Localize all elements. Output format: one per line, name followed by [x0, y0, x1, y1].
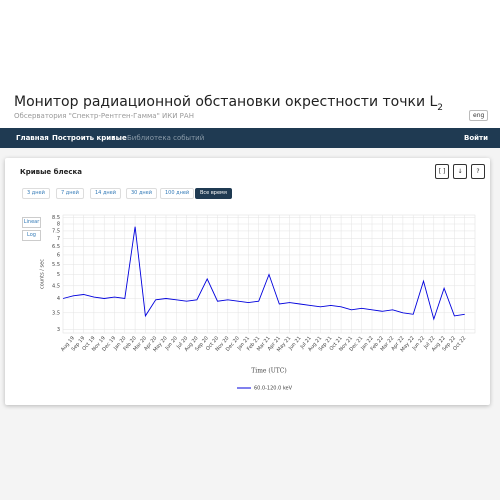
range-button[interactable]: 100 дней	[160, 188, 195, 199]
y-tick-label: 5	[57, 272, 60, 278]
download-button[interactable]: ↓	[453, 164, 467, 179]
nav-home[interactable]: Главная	[16, 134, 49, 142]
subtitle: Обсерватория "Спектр-Рентген-Гамма" ИКИ …	[14, 112, 194, 120]
y-tick-label: 4	[57, 296, 60, 302]
fullscreen-button[interactable]: [ ]	[435, 164, 449, 179]
title-subscript: 2	[437, 102, 444, 113]
y-tick-label: 4.5	[52, 283, 60, 289]
range-button[interactable]: 7 дней	[56, 188, 84, 199]
language-button[interactable]: eng	[469, 110, 489, 121]
nav-library[interactable]: Библиотека событий	[127, 134, 205, 142]
y-tick-label: 8.5	[52, 215, 60, 221]
page-title: Монитор радиационной обстановки окрестно…	[14, 94, 443, 113]
help-button[interactable]: ?	[471, 164, 485, 179]
legend-label: 60.0-120.0 keV	[254, 386, 293, 392]
y-tick-label: 6.5	[52, 244, 60, 250]
dropdown-caret: ▾	[112, 134, 116, 141]
y-tick-label: 8	[57, 222, 60, 228]
title-text: Монитор радиационной обстановки окрестно…	[14, 94, 438, 110]
y-tick-label: 3	[57, 327, 60, 333]
y-tick-label: 7.5	[52, 228, 60, 234]
nav-login[interactable]: Войти	[464, 134, 489, 142]
y-tick-label: 6	[57, 252, 60, 258]
y-tick-label: 3.5	[52, 310, 60, 316]
range-button[interactable]: 14 дней	[90, 188, 122, 199]
range-button[interactable]: Все время	[195, 188, 232, 199]
x-axis-title: Time (UTC)	[251, 368, 286, 375]
range-button[interactable]: 30 дней	[126, 188, 158, 199]
y-axis-title: counts / sec	[40, 259, 46, 289]
linear-button[interactable]: Linear	[22, 217, 41, 228]
y-tick-label: 5.5	[52, 262, 60, 268]
y-tick-label: 7	[57, 236, 60, 242]
log-button[interactable]: Log	[22, 230, 41, 241]
nav-build[interactable]: Построить кривые	[52, 134, 127, 142]
card-title: Кривые блеска	[20, 168, 82, 176]
range-button[interactable]: 3 дней	[22, 188, 50, 199]
navbar: Главная Построить кривые ▾ Библиотека со…	[0, 128, 500, 148]
data-line	[62, 226, 465, 321]
